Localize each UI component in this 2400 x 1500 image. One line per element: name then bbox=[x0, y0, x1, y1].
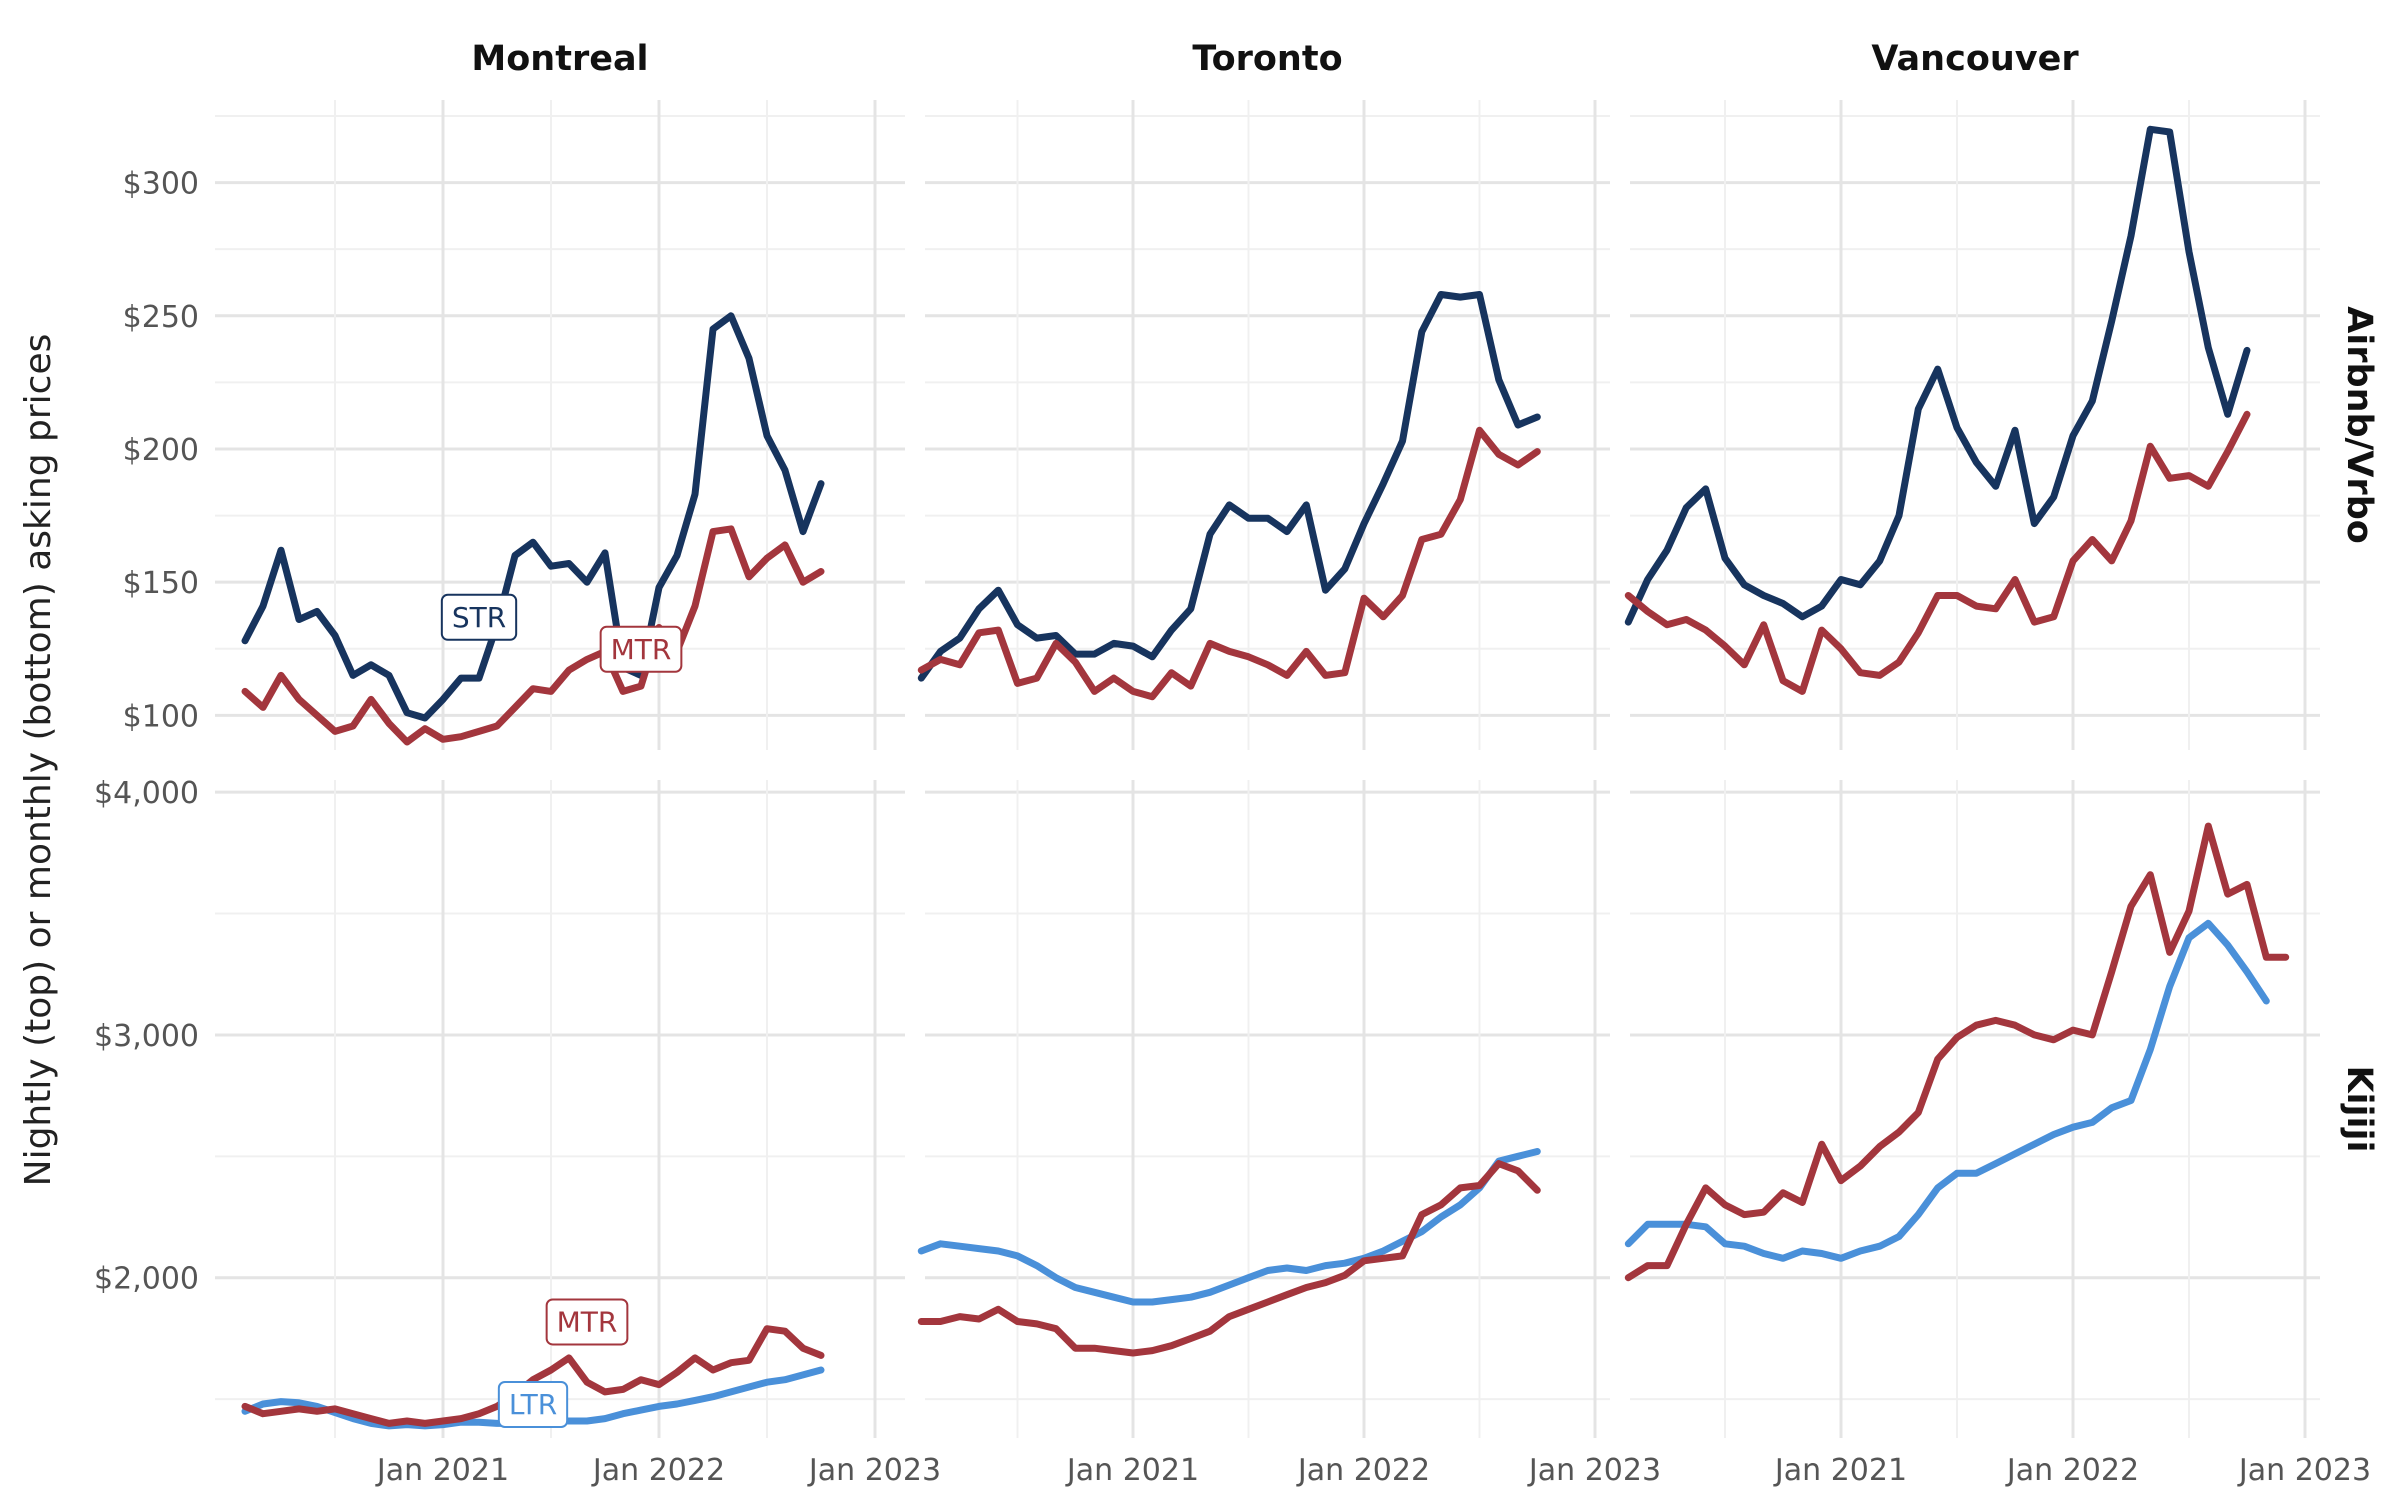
series-layer bbox=[241, 125, 2290, 1430]
x-tick-label: Jan 2022 bbox=[2005, 1453, 2139, 1488]
series-label-mtr-montreal: MTR bbox=[557, 1305, 618, 1338]
facet-strips: Airbnb/Vrbo Kijiji Montreal Toronto Vancouve… bbox=[471, 39, 2379, 1153]
facet-column-title-montreal: Montreal bbox=[471, 39, 648, 79]
y-tick-label: $150 bbox=[123, 566, 199, 601]
y-tick-label: $3,000 bbox=[94, 1019, 199, 1054]
grid-layer bbox=[215, 100, 2320, 1438]
x-tick-label: Jan 2023 bbox=[2237, 1453, 2371, 1488]
series-line-ltr-kijiji-toronto bbox=[917, 1148, 1541, 1306]
series-label-box bbox=[599, 625, 683, 673]
y-tick-label: $2,000 bbox=[94, 1262, 199, 1297]
series-line-mtr-kijiji-vancouver bbox=[1624, 822, 2290, 1282]
y-tick-label: $4,000 bbox=[94, 776, 199, 811]
y-tick-label: $300 bbox=[123, 167, 199, 202]
series-labels: STR MTR LTR MTR bbox=[440, 593, 683, 1429]
series-line-mtr-airbnb-vrbo-toronto bbox=[917, 426, 1541, 701]
x-tick-label: Jan 2021 bbox=[1065, 1453, 1199, 1488]
facet-row-label-airbnb-vrbo: Airbnb/Vrbo bbox=[2339, 306, 2379, 544]
facet-column-title-vancouver: Vancouver bbox=[1871, 39, 2079, 79]
x-tick-label: Jan 2023 bbox=[1527, 1453, 1661, 1488]
axis-tick-labels: $100 $150 $200 $250 $300 Jan 2021 Jan 2022 Jan … bbox=[94, 167, 2371, 1488]
series-label-str-montreal: STR bbox=[452, 601, 506, 634]
x-tick-label: Jan 2022 bbox=[591, 1453, 725, 1488]
series-line-mtr-airbnb-vrbo-vancouver bbox=[1624, 410, 2251, 695]
series-label-box bbox=[440, 593, 518, 641]
series-label-mtr-montreal: MTR bbox=[611, 633, 672, 666]
y-tick-label: $200 bbox=[123, 433, 199, 468]
series-label-ltr-montreal: LTR bbox=[509, 1388, 557, 1421]
x-tick-label: Jan 2021 bbox=[375, 1453, 509, 1488]
series-line-ltr-kijiji-vancouver bbox=[1624, 919, 2270, 1262]
series-line-str-airbnb-vrbo-vancouver bbox=[1624, 125, 2251, 626]
series-label-box bbox=[497, 1381, 569, 1429]
series-line-mtr-airbnb-vrbo-montreal bbox=[241, 525, 825, 746]
x-tick-label: Jan 2021 bbox=[1773, 1453, 1907, 1488]
series-label-box bbox=[545, 1298, 629, 1346]
series-line-mtr-kijiji-montreal bbox=[241, 1325, 825, 1427]
facet-column-title-toronto: Toronto bbox=[1192, 39, 1342, 79]
series-line-str-airbnb-vrbo-montreal bbox=[241, 312, 825, 722]
y-axis-title: Nightly (top) or monthly (bottom) asking… bbox=[18, 334, 59, 1187]
series-line-mtr-kijiji-toronto bbox=[917, 1160, 1541, 1357]
y-tick-label: $100 bbox=[123, 699, 199, 734]
facet-row-label-kijiji: Kijiji bbox=[2339, 1065, 2379, 1152]
x-tick-label: Jan 2022 bbox=[1296, 1453, 1430, 1488]
series-line-str-airbnb-vrbo-toronto bbox=[917, 291, 1541, 682]
y-tick-label: $250 bbox=[123, 300, 199, 335]
x-tick-label: Jan 2023 bbox=[807, 1453, 941, 1488]
